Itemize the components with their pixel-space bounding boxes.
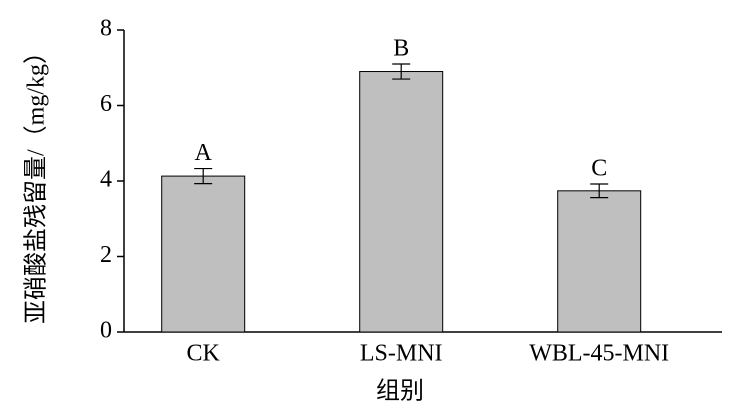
y-tick-label: 4 <box>100 167 112 193</box>
x-axis-label: 组别 <box>376 378 424 405</box>
error-bar <box>590 183 609 199</box>
x-tick-label: CK <box>187 341 221 367</box>
y-tick-label: 6 <box>100 91 112 117</box>
y-axis-label: 亚硝酸盐残留量/（mg/kg） <box>23 40 50 324</box>
significance-label: B <box>393 35 409 61</box>
x-tick-label: WBL-45-MNI <box>529 341 669 367</box>
bar <box>359 71 444 333</box>
bar <box>161 175 246 333</box>
x-tick-label: LS-MNI <box>360 341 443 367</box>
y-tick-label: 2 <box>100 242 112 268</box>
y-tick-label: 8 <box>100 16 112 42</box>
significance-label: C <box>591 156 607 182</box>
error-bar <box>194 167 213 185</box>
significance-label: A <box>195 140 213 166</box>
y-tick-label: 0 <box>100 318 112 344</box>
bar <box>557 190 642 333</box>
error-bar <box>392 63 411 80</box>
